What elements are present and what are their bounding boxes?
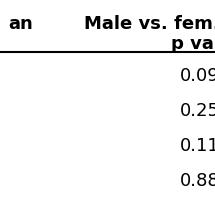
Text: 0.88: 0.88: [180, 172, 215, 190]
Text: an: an: [8, 15, 33, 33]
Text: 0.11: 0.11: [180, 137, 215, 155]
Text: 0.09: 0.09: [180, 67, 215, 85]
Text: p val: p val: [171, 35, 215, 53]
Text: 0.25: 0.25: [180, 102, 215, 120]
Text: Male vs. fem.: Male vs. fem.: [84, 15, 215, 33]
